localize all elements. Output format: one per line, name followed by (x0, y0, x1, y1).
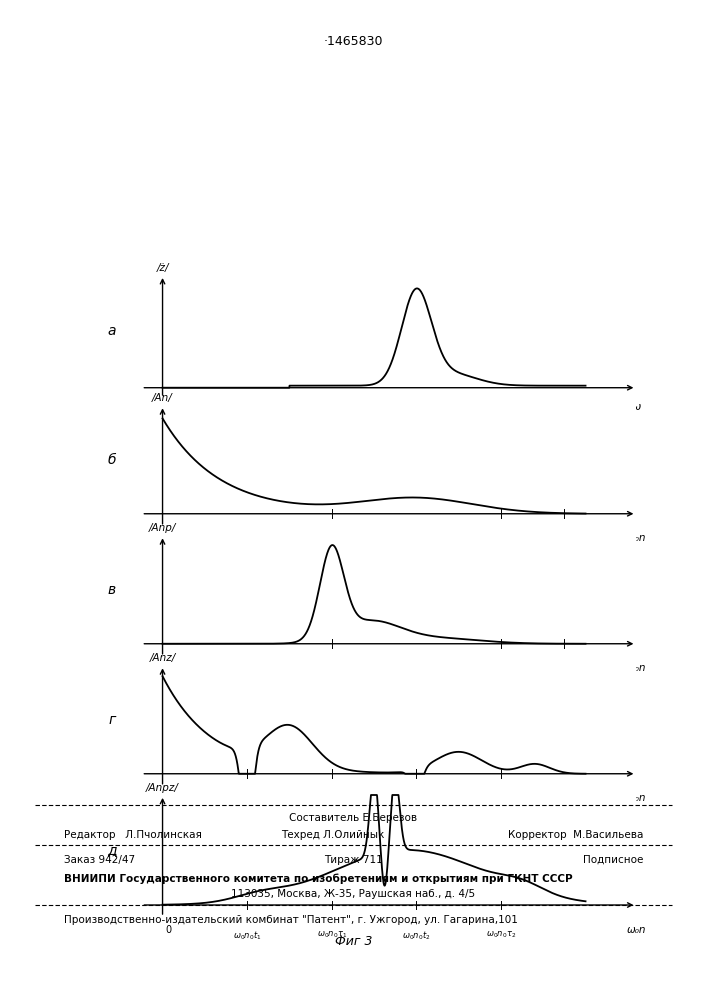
Text: Техред Л.Олийнык: Техред Л.Олийнык (281, 830, 384, 840)
Text: Составитель Е.Березов: Составитель Е.Березов (289, 813, 418, 823)
Text: $\omega_0n_0t_1$: $\omega_0n_0t_1$ (233, 930, 262, 942)
Text: $\omega_0n_0\tau_2$: $\omega_0n_0\tau_2$ (485, 665, 518, 676)
Text: $\omega_0n$: $\omega_0n$ (555, 665, 574, 676)
Text: $\omega_0n_0\tau_1$: $\omega_0n_0\tau_1$ (315, 535, 348, 546)
Text: б: б (107, 453, 116, 467)
Text: /ż/: /ż/ (156, 263, 169, 273)
Text: ω₀n: ω₀n (626, 793, 646, 803)
Text: Корректор  М.Васильева: Корректор М.Васильева (508, 830, 643, 840)
Text: ω₀n: ω₀n (626, 533, 646, 543)
Text: $\omega_0n_0t_2$: $\omega_0n_0t_2$ (402, 795, 431, 808)
Text: Фиг 3: Фиг 3 (334, 935, 373, 948)
Text: ·1465830: ·1465830 (324, 35, 383, 48)
Text: $\omega_0n_0\tau_2$: $\omega_0n_0\tau_2$ (486, 795, 516, 806)
Text: ω₀n: ω₀n (626, 925, 646, 935)
Text: 0: 0 (166, 402, 172, 412)
Text: а: а (107, 324, 116, 338)
Text: $\omega_0n$: $\omega_0n$ (555, 535, 574, 546)
Text: $\omega_0n_0\tau_1$: $\omega_0n_0\tau_1$ (317, 930, 347, 940)
Text: ω₀n: ω₀n (626, 663, 646, 673)
Text: г: г (108, 713, 115, 727)
Text: $\omega_0n_0\tau_2$: $\omega_0n_0\tau_2$ (486, 930, 516, 940)
Text: /Anpz/: /Anpz/ (146, 783, 179, 793)
Text: 0: 0 (166, 925, 172, 935)
Text: /Anz/: /Anz/ (149, 653, 175, 663)
Text: /An/: /An/ (152, 393, 173, 403)
Text: Производственно-издательский комбинат "Патент", г. Ужгород, ул. Гагарина,101: Производственно-издательский комбинат "П… (64, 915, 518, 925)
Text: 0: 0 (166, 793, 172, 803)
Text: 0: 0 (166, 663, 172, 673)
Text: д: д (107, 843, 117, 857)
Text: ВНИИПИ Государственного комитета по изобретениям и открытиям при ГКНТ СССР: ВНИИПИ Государственного комитета по изоб… (64, 873, 572, 884)
Text: $\omega_0n_0t_1$: $\omega_0n_0t_1$ (233, 795, 262, 808)
Text: Тираж 711: Тираж 711 (324, 855, 383, 865)
Text: в: в (107, 583, 116, 597)
Text: ω: ω (631, 402, 641, 412)
Text: /Anp/: /Anp/ (149, 523, 176, 533)
Text: $\omega_0n_0t_2$: $\omega_0n_0t_2$ (402, 930, 431, 942)
Text: $\omega_0n_0\tau_1$: $\omega_0n_0\tau_1$ (315, 665, 348, 676)
Text: Редактор   Л.Пчолинская: Редактор Л.Пчолинская (64, 830, 201, 840)
Text: 0: 0 (166, 533, 172, 543)
Text: Подписное: Подписное (583, 855, 643, 865)
Text: $\omega_0n_0\tau_1$: $\omega_0n_0\tau_1$ (317, 795, 347, 806)
Text: $\omega_0n_0\tau_2$: $\omega_0n_0\tau_2$ (485, 535, 518, 546)
Text: 113035, Москва, Ж-35, Раушская наб., д. 4/5: 113035, Москва, Ж-35, Раушская наб., д. … (231, 889, 476, 899)
Text: Заказ 942/47: Заказ 942/47 (64, 855, 135, 865)
